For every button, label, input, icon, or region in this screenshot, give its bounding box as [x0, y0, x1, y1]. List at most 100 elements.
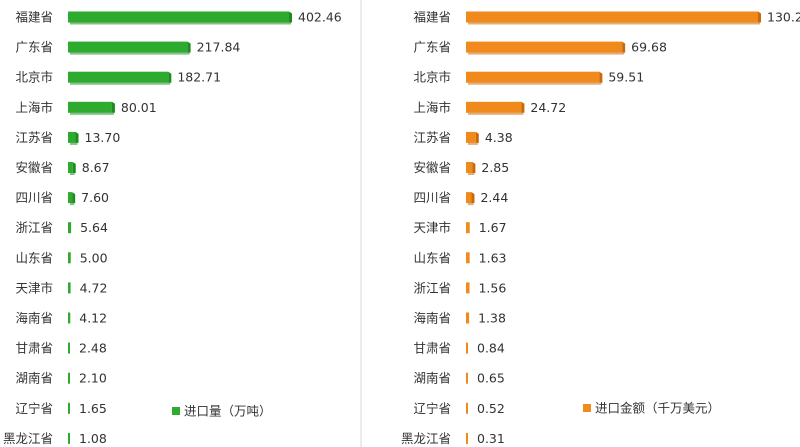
- value-label: 217.84: [197, 40, 241, 55]
- value-label: 69.68: [631, 40, 667, 55]
- value-label: 8.67: [82, 160, 110, 175]
- category-label: 江苏省: [15, 130, 53, 145]
- category-label: 海南省: [15, 311, 53, 326]
- category-label: 辽宁省: [15, 401, 53, 416]
- value-label: 0.52: [477, 401, 505, 416]
- bar: [466, 11, 761, 25]
- bar-face: [68, 71, 169, 83]
- bar-face: [466, 432, 468, 444]
- value-label: 5.64: [80, 220, 108, 235]
- bar: [466, 402, 468, 414]
- bar: [68, 11, 292, 25]
- value-label: 0.31: [477, 431, 505, 446]
- value-label: 1.56: [478, 280, 506, 295]
- bar-face: [466, 101, 522, 113]
- bar-face: [68, 312, 71, 324]
- bar-bottom: [70, 112, 114, 115]
- value-label: 4.72: [80, 280, 108, 295]
- category-label: 四川省: [413, 190, 451, 205]
- bar-side: [72, 162, 76, 173]
- category-label: 江苏省: [413, 130, 451, 145]
- legend-swatch: [172, 407, 180, 415]
- category-label: 甘肃省: [15, 341, 53, 356]
- value-label: 59.51: [608, 70, 644, 85]
- bar-bottom: [468, 173, 475, 175]
- category-label: 湖南省: [15, 371, 53, 386]
- value-label: 5.00: [80, 250, 108, 265]
- category-label: 湖南省: [413, 371, 451, 386]
- category-label: 福建省: [15, 10, 53, 25]
- value-label: 1.65: [79, 401, 107, 416]
- bar-side: [75, 131, 79, 143]
- legend-label: 进口量（万吨）: [184, 404, 272, 419]
- bar: [68, 282, 71, 294]
- bar-face: [68, 222, 72, 234]
- bar-face: [466, 131, 476, 143]
- category-label: 四川省: [15, 190, 53, 205]
- bar: [466, 71, 603, 85]
- bar-bottom: [70, 203, 75, 206]
- value-label: 2.85: [481, 160, 509, 175]
- bar-face: [466, 222, 470, 234]
- category-label: 天津市: [413, 220, 451, 235]
- category-label: 甘肃省: [413, 341, 451, 356]
- category-label: 广东省: [15, 40, 53, 55]
- bar-face: [68, 252, 71, 264]
- bar: [68, 131, 79, 145]
- value-label: 2.44: [480, 190, 508, 205]
- bar: [466, 432, 468, 444]
- bar-face: [68, 11, 289, 23]
- bar-side: [622, 41, 626, 53]
- value-label: 402.46: [298, 10, 342, 25]
- value-label: 0.84: [477, 341, 505, 356]
- bar: [68, 192, 76, 206]
- bar-side: [599, 71, 603, 83]
- bar-face: [68, 162, 73, 173]
- bar-side: [168, 71, 172, 83]
- legend-label: 进口金额（千万美元）: [595, 401, 720, 416]
- bar-face: [466, 402, 468, 414]
- category-label: 北京市: [413, 70, 451, 85]
- bar: [68, 71, 172, 85]
- bar: [466, 131, 479, 145]
- bar-bottom: [468, 112, 524, 115]
- bar-side: [471, 192, 475, 204]
- value-label: 0.65: [477, 371, 505, 386]
- value-label: 7.60: [81, 190, 109, 205]
- bar-side: [111, 101, 115, 113]
- bar-side: [521, 101, 525, 113]
- value-label: 80.01: [121, 100, 157, 115]
- category-label: 浙江省: [15, 220, 53, 235]
- value-label: 1.38: [478, 311, 506, 326]
- bar: [68, 312, 71, 324]
- bar-bottom: [70, 173, 75, 175]
- legend-swatch: [583, 404, 591, 412]
- bar-side: [72, 192, 76, 204]
- bar-face: [68, 192, 73, 204]
- bar-bottom: [468, 52, 625, 55]
- bar-face: [68, 342, 70, 354]
- bar-face: [466, 252, 470, 264]
- category-label: 安徽省: [15, 160, 53, 175]
- value-label: 2.48: [79, 341, 107, 356]
- value-label: 182.71: [177, 70, 221, 85]
- bar-face: [68, 41, 188, 53]
- bar-face: [466, 162, 473, 173]
- bar-bottom: [70, 82, 171, 85]
- bar: [68, 101, 115, 115]
- bar-face: [466, 312, 470, 324]
- category-label: 天津市: [15, 280, 53, 295]
- bar-face: [68, 402, 70, 414]
- category-label: 上海市: [15, 100, 53, 115]
- bar-bottom: [468, 203, 474, 206]
- bar-bottom: [468, 82, 602, 85]
- bar-face: [466, 342, 468, 354]
- category-label: 安徽省: [413, 160, 451, 175]
- value-label: 4.12: [79, 311, 107, 326]
- bar: [466, 222, 470, 234]
- category-label: 上海市: [413, 100, 451, 115]
- value-label: 1.67: [479, 220, 507, 235]
- bar: [68, 342, 70, 354]
- bar-face: [466, 192, 472, 204]
